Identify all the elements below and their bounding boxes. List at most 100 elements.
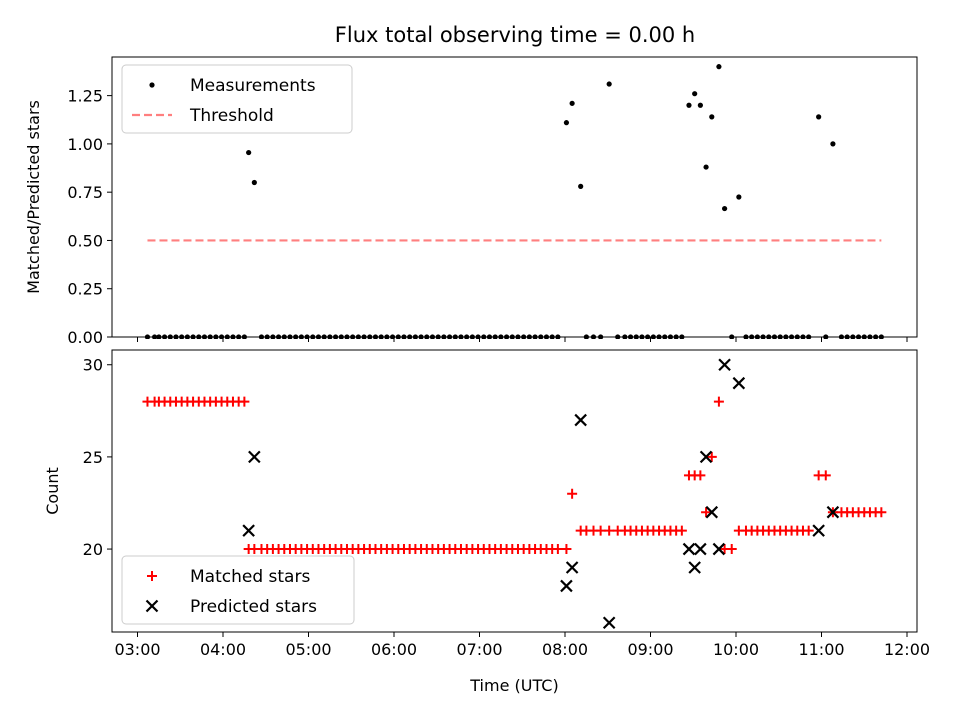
measurements-point — [378, 334, 384, 339]
measurements-point — [716, 64, 722, 70]
predicted-stars-point — [699, 450, 713, 464]
measurements-point — [816, 114, 822, 120]
predicted-stars-point — [718, 358, 731, 372]
x-tick-label: 05:00 — [285, 640, 331, 659]
measurements-point — [598, 334, 604, 339]
measurements-point — [806, 334, 812, 339]
measurements-point — [794, 334, 800, 339]
measurements-point — [418, 334, 424, 339]
y-tick-label: 30 — [83, 356, 103, 375]
measurements-point — [281, 334, 287, 339]
matched-stars-point — [803, 525, 814, 536]
measurements-point — [332, 334, 339, 339]
predicted-stars-point — [812, 524, 825, 537]
legend-marker — [145, 599, 159, 613]
measurements-point — [144, 334, 151, 339]
y-tick-label: 20 — [83, 540, 103, 559]
measurements-point — [622, 334, 628, 339]
measurements-point — [760, 334, 766, 339]
x-tick-label: 06:00 — [371, 640, 417, 659]
measurements-point — [315, 334, 322, 339]
predicted-stars-point — [574, 413, 587, 427]
measurements-point — [736, 194, 742, 200]
measurements-point — [152, 334, 158, 339]
measurements-point — [569, 100, 575, 106]
measurements-point — [873, 334, 879, 339]
measurements-point — [526, 334, 532, 339]
y-axis-label: Count — [43, 467, 62, 515]
measurements-point — [361, 334, 367, 339]
x-axis-label: Time (UTC) — [469, 676, 558, 695]
measurements-point — [258, 334, 265, 339]
measurements-point — [749, 334, 755, 339]
measurements-point — [838, 334, 845, 339]
matched-stars-point — [726, 544, 737, 555]
measurements-point — [823, 334, 829, 339]
measurements-point — [179, 334, 185, 339]
measurements-point — [783, 334, 789, 339]
top-subplot: 0.00 0.25 0.50 0.75 1.00 1.25 Matched/Predicte… — [24, 56, 918, 347]
y-tick-label: 0.25 — [67, 280, 103, 299]
matched-stars-point — [695, 470, 706, 481]
matched-stars-point — [713, 396, 724, 407]
measurements-point — [543, 334, 550, 339]
matched-stars-point — [676, 525, 687, 536]
x-tick-label: 10:00 — [713, 640, 759, 659]
x-tick-label: 12:00 — [884, 640, 930, 659]
measurements-point — [549, 334, 555, 339]
measurements-point — [355, 334, 361, 339]
measurements-point — [667, 334, 674, 339]
measurements-point — [321, 334, 327, 339]
measurements-point — [481, 334, 487, 339]
measurements-point — [213, 334, 219, 339]
measurements-point — [293, 334, 299, 339]
measurements-point — [709, 114, 715, 120]
measurements-point — [627, 334, 634, 339]
measurements-point — [777, 334, 783, 339]
matched-stars-point — [552, 544, 563, 555]
measurements-point — [662, 334, 668, 339]
measurements-point — [729, 334, 735, 339]
measurements-point — [270, 334, 276, 339]
measurements-point — [224, 334, 230, 339]
matched-stars-point — [876, 507, 887, 518]
measurements-point — [583, 334, 589, 339]
measurements-point — [184, 334, 190, 339]
measurements-point — [441, 334, 447, 339]
axes-frame — [111, 349, 918, 633]
measurements-point — [673, 334, 679, 339]
measurements-point — [310, 334, 316, 339]
markers-0 — [144, 64, 884, 339]
measurements-point — [167, 334, 173, 339]
measurements-point — [503, 334, 510, 339]
matched-stars-point — [239, 396, 250, 407]
measurements-point — [538, 334, 544, 339]
y-tick-label: 1.00 — [67, 135, 103, 154]
x-tick-label: 03:00 — [114, 640, 160, 659]
y-tick-label: 0.75 — [67, 183, 103, 202]
measurements-point — [207, 334, 213, 339]
measurements-point — [515, 334, 521, 339]
measurements-point — [401, 334, 407, 339]
legend-box — [121, 555, 355, 625]
measurements-point — [692, 91, 698, 97]
measurements-point — [287, 334, 293, 339]
measurements-point — [743, 334, 749, 339]
measurements-point — [475, 334, 481, 339]
markers-1 — [142, 358, 887, 630]
measurements-point — [867, 334, 873, 339]
measurements-point — [275, 334, 282, 339]
measurements-point — [679, 334, 685, 339]
y-tick-label: 1.25 — [67, 87, 103, 106]
predicted-stars-point — [682, 542, 696, 556]
figure-title: Flux total observing time = 0.00 h — [335, 23, 695, 47]
measurements-point — [754, 334, 760, 339]
measurements-point — [578, 183, 584, 189]
matched-stars-point — [595, 525, 606, 536]
x-tick-label: 04:00 — [200, 640, 246, 659]
measurements-point — [492, 334, 498, 339]
measurements-point — [650, 334, 656, 339]
measurements-point — [800, 334, 806, 339]
predicted-stars-point — [732, 376, 746, 390]
legend-marker — [147, 571, 157, 581]
